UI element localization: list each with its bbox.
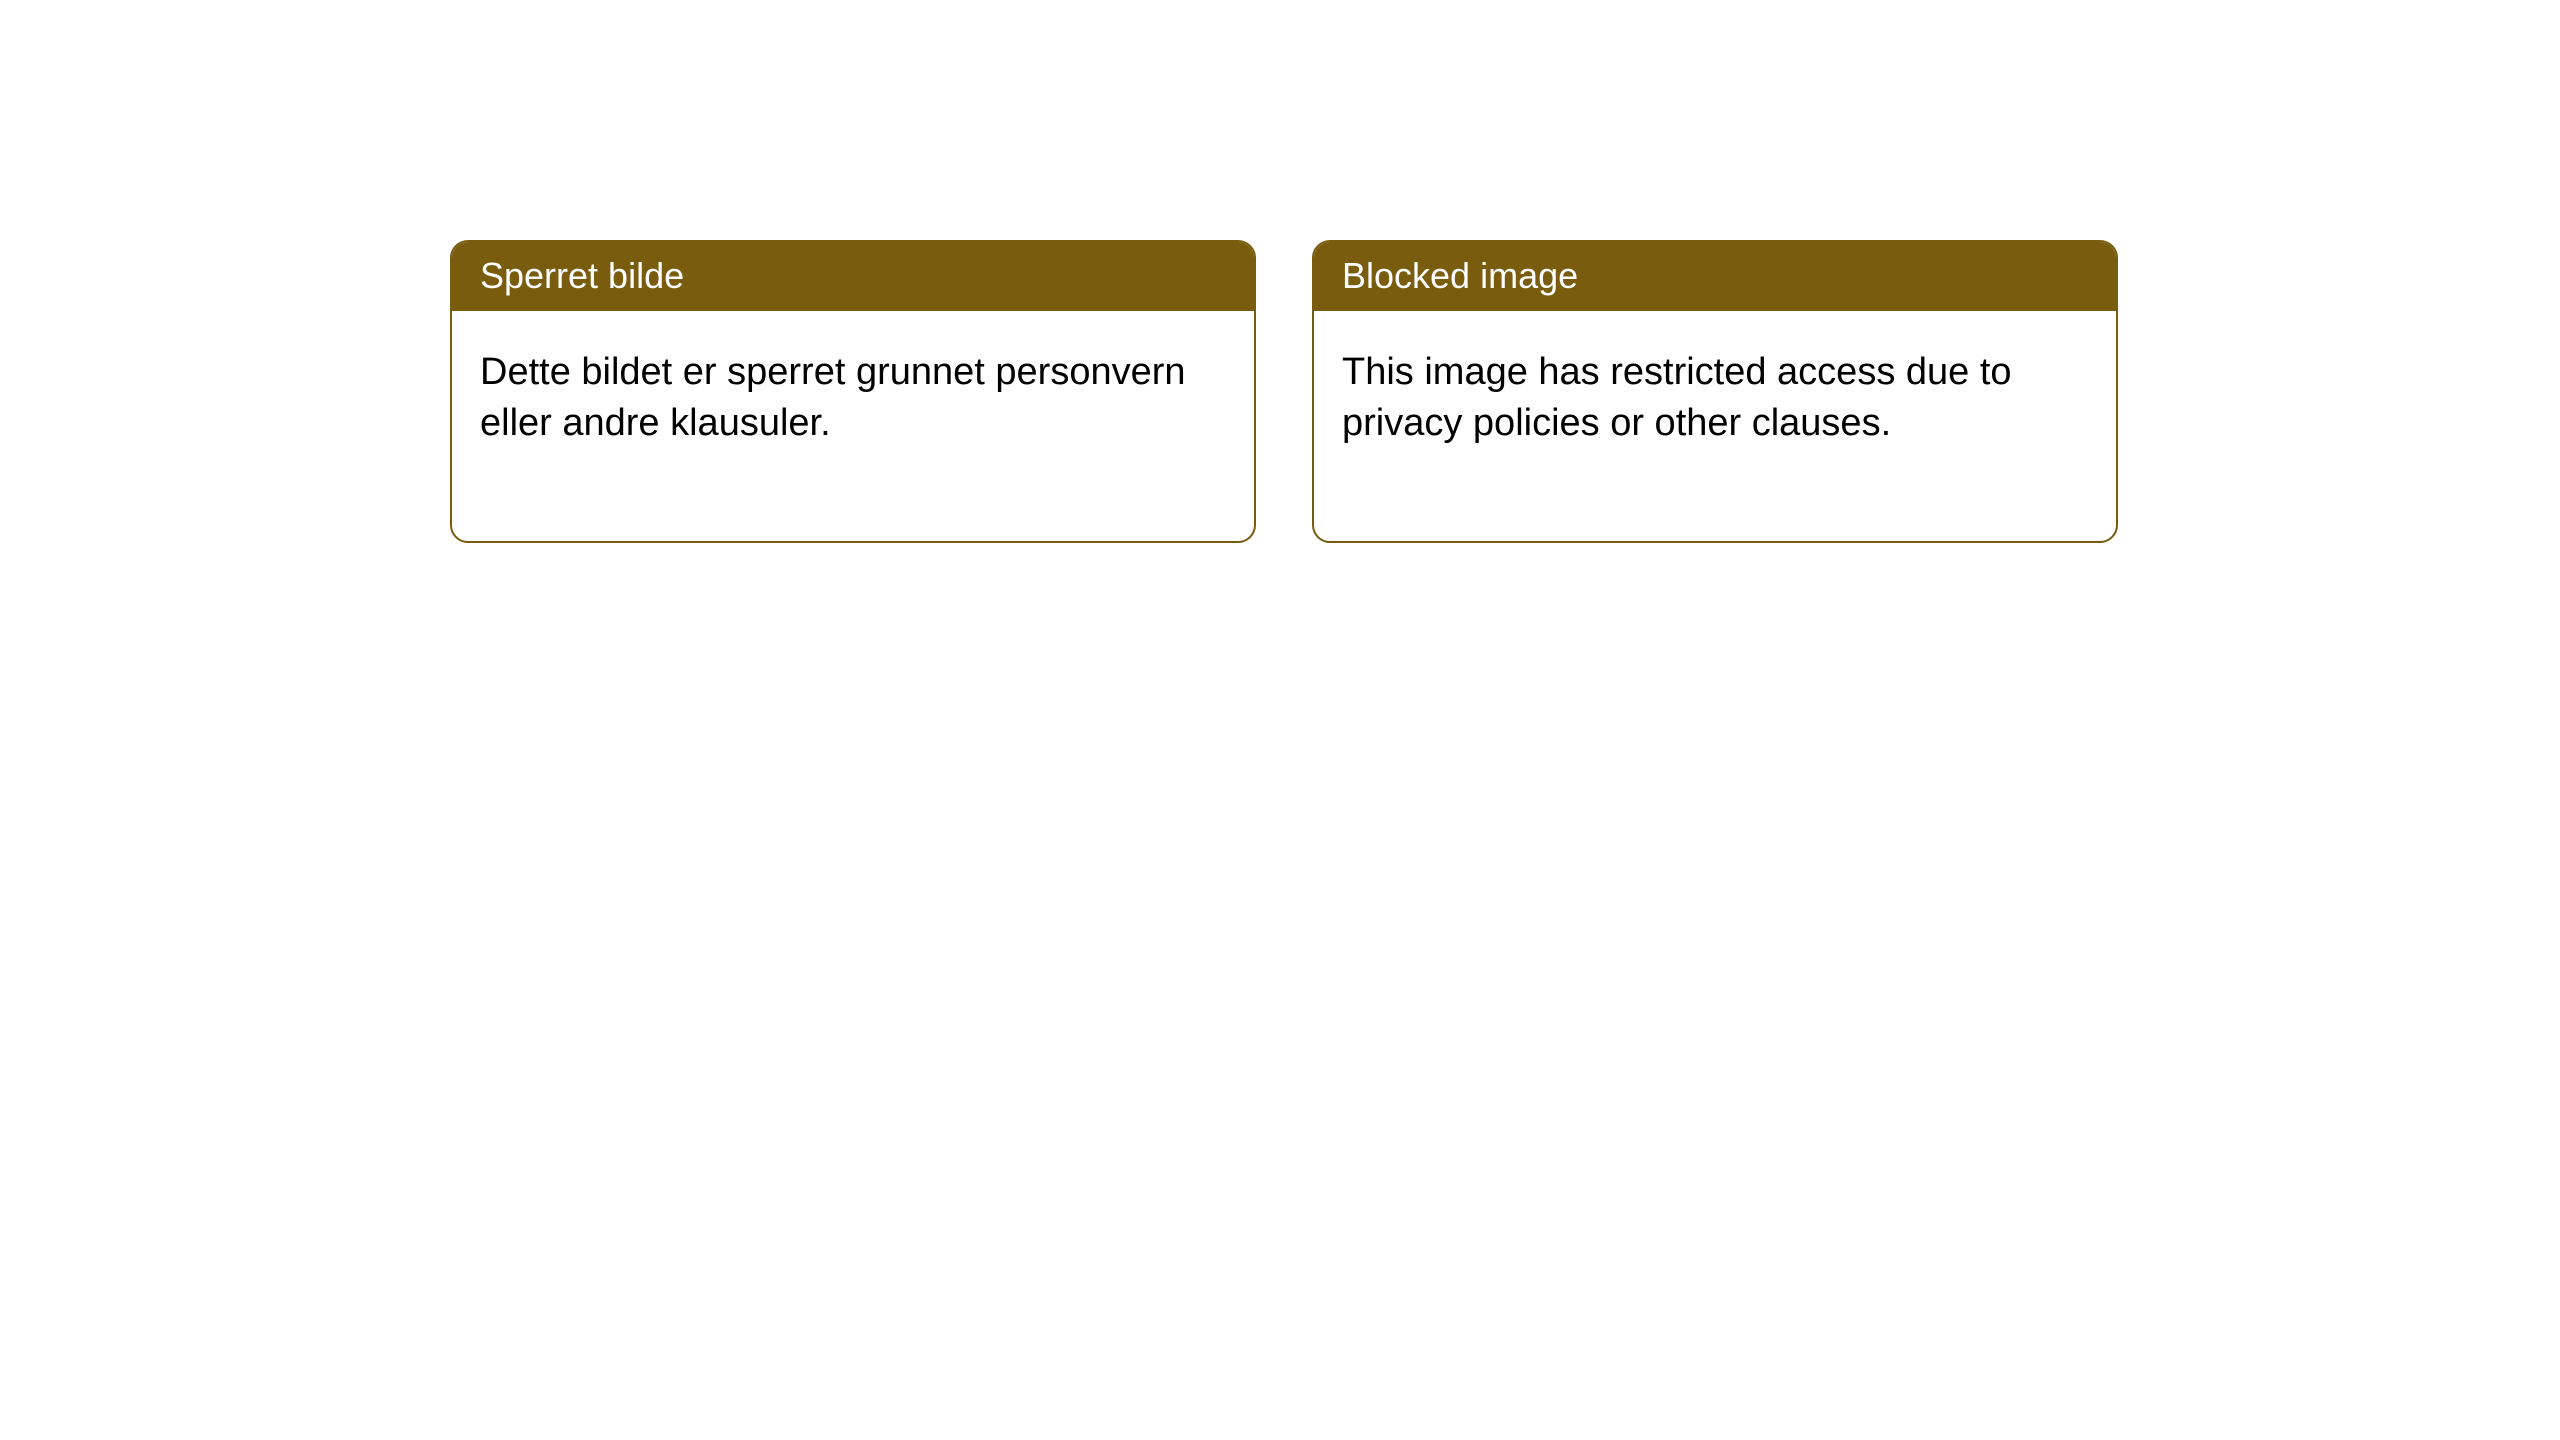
notice-container: Sperret bilde Dette bildet er sperret gr… <box>450 240 2118 543</box>
card-header-norwegian: Sperret bilde <box>452 242 1254 311</box>
card-body-english: This image has restricted access due to … <box>1314 311 2116 541</box>
notice-card-norwegian: Sperret bilde Dette bildet er sperret gr… <box>450 240 1256 543</box>
card-header-english: Blocked image <box>1314 242 2116 311</box>
notice-card-english: Blocked image This image has restricted … <box>1312 240 2118 543</box>
card-body-norwegian: Dette bildet er sperret grunnet personve… <box>452 311 1254 541</box>
